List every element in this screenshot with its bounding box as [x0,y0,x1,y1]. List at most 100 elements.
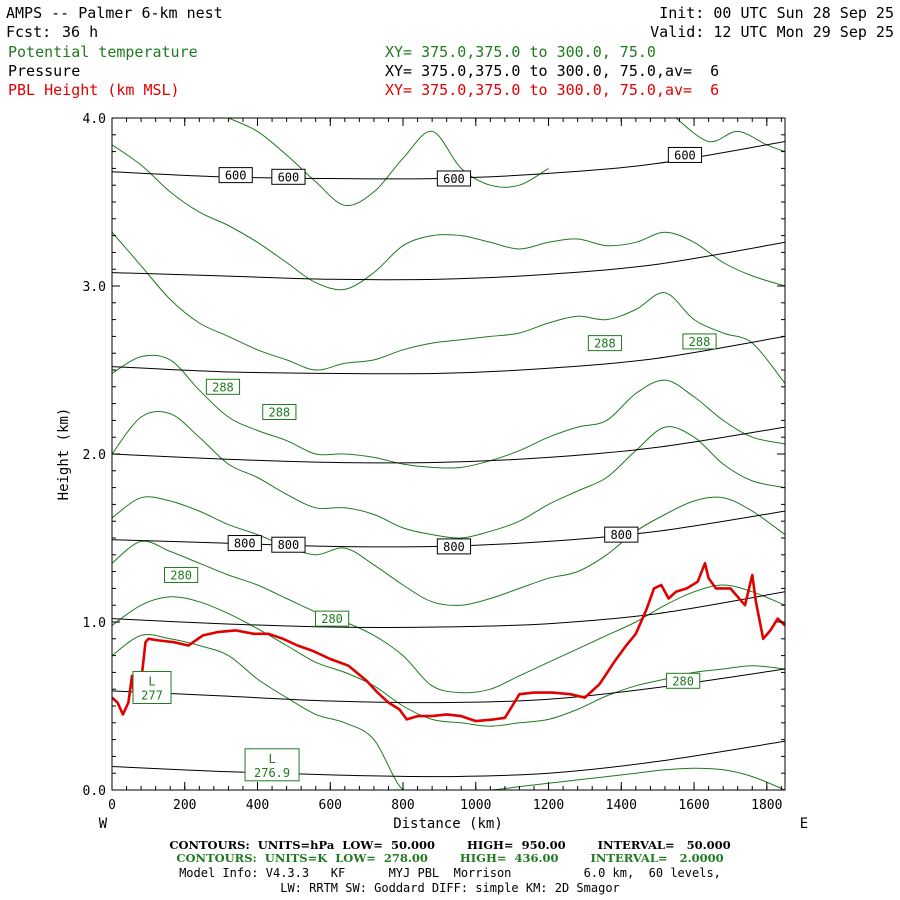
theta-label-6-box [666,672,701,689]
x-tick-label: 0 [108,798,116,813]
pressure-label-5-text: 800 [278,538,300,552]
y-tick-label: 4.0 [83,112,106,127]
x-tick-label: 1800 [751,798,782,813]
pressure-label-1-box [271,168,306,185]
model-physics-info: LW: RRTM SW: Goddard DIFF: simple KM: 2D… [280,881,620,895]
theta-contour-line-2 [112,540,785,694]
pbl-height-series [112,561,785,723]
pressure-label-2-text: 600 [443,172,465,186]
contour-labels: 600 600 600 600 800 800 800 800 288 288 288 288 280 2… [132,146,717,782]
pressure-label-5-box [271,536,306,553]
theta-contours [112,118,785,790]
theta-label-2-box [587,335,623,352]
y-tick-label: 0.0 [83,784,106,799]
theta-label-1-box [262,404,297,420]
contour-info-theta: CONTOURS: UNITS=K LOW= 278.00 HIGH= 436.… [176,851,724,865]
pressure-label-3-box [667,146,703,163]
x-tick-label: 600 [319,798,342,813]
pressure-label-1: 600 [271,168,306,185]
theta-label-6: 280 [666,672,701,689]
theta-label-2-text: 288 [594,337,616,351]
field-theta-name: Potential temperature [8,43,198,61]
pressure-label-6-box [436,538,472,555]
theta-contour-line-0 [112,634,785,790]
theta-label-4-text: 280 [170,568,192,582]
low-marker-box-0 [132,671,172,705]
field-theta-xy: XY= 375.0,375.0 to 300.0, 75.0 [385,43,656,61]
low-marker-letter-0: L [148,675,155,689]
low-marker-letter-1: L [268,752,275,766]
theta-contour-line-3 [112,496,785,606]
x-tick-label: 800 [391,798,414,813]
pressure-label-7-box [604,526,639,543]
pressure-label-7: 800 [604,526,639,543]
pressure-label-4: 800 [227,535,262,552]
theta-contour-line-9 [675,118,785,153]
title: AMPS -- Palmer 6-km nest [6,4,223,22]
field-pbl-xy: XY= 375.0,375.0 to 300.0, 75.0,av= 6 [385,81,720,99]
theta-contour-line-1 [112,596,785,727]
pressure-label-0: 600 [218,167,253,184]
theta-label-1-text: 288 [268,406,290,420]
valid-time: Valid: 12 UTC Mon 29 Sep 25 [650,23,894,41]
pressure-contour-line-0 [112,740,785,778]
theta-label-2: 288 [587,335,623,352]
pressure-contour-line-5 [112,335,785,375]
x-tick-label: 1400 [606,798,637,813]
pressure-label-0-text: 600 [225,169,247,183]
contour-info-pressure: CONTOURS: UNITS=hPa LOW= 50.000 HIGH= 95… [169,838,731,852]
pressure-label-2-box [436,170,472,187]
theta-label-5-text: 280 [321,612,343,626]
pressure-contour-line-2 [112,591,785,628]
field-pressure-name: Pressure [8,62,81,80]
pressure-label-7-text: 800 [610,528,632,542]
x-tick-label: 200 [173,798,196,813]
y-tick-label: 2.0 [83,448,106,463]
x-tick-label: 400 [246,798,269,813]
low-marker-value-0: 277 [141,689,163,703]
theta-label-1: 288 [262,404,297,420]
y-axis-label: Height (km) [56,408,72,501]
theta-label-5: 280 [314,610,350,627]
theta-contour-line-5 [112,354,785,469]
forecast-label: Fcst: [6,23,52,41]
x-tick-label: 1200 [533,798,564,813]
x-tick-label: 1600 [678,798,709,813]
theta-contour-line-8 [228,118,549,207]
pressure-label-5: 800 [271,536,306,553]
pressure-label-2: 600 [436,170,472,187]
pbl-height-line [112,561,785,723]
y-tick-label: 3.0 [83,280,106,295]
theta-contour-line-4 [112,410,785,539]
y-tick-label: 1.0 [83,616,106,631]
pressure-label-6: 800 [436,538,472,555]
x-tick-label: 1000 [460,798,491,813]
init-time: Init: 00 UTC Sun 28 Sep 25 [659,4,894,22]
axes: 0 200 400 600 800 1000 1200 1400 1600 1800 0.0 1.0 2… [83,112,785,813]
theta-label-4: 280 [164,566,199,583]
pressure-label-0-box [218,167,253,184]
theta-label-0-box [205,378,241,395]
theta-contour-line-6 [112,231,785,384]
pressure-label-3: 600 [667,146,703,163]
theta-contour-line-7 [112,144,785,291]
pressure-label-3-text: 600 [674,148,696,162]
pressure-label-6-text: 800 [443,540,465,554]
east-end-label: E [800,816,808,832]
theta-label-6-text: 280 [672,674,694,688]
theta-label-0-text: 288 [212,380,234,394]
field-pbl-name: PBL Height (km MSL) [8,81,180,99]
pressure-contour-line-1 [112,668,785,704]
pressure-contour-line-6 [112,241,785,281]
x-axis-label: Distance (km) [393,816,503,832]
theta-label-5-box [314,610,350,627]
model-info: Model Info: V4.3.3 KF MYJ PBL Morrison 6… [179,866,721,880]
theta-label-3-box [682,333,717,350]
low-marker-value-1: 276.9 [254,766,290,780]
pressure-label-4-text: 800 [234,537,256,551]
theta-label-3-text: 288 [689,335,711,349]
field-pressure-xy: XY= 375.0,375.0 to 300.0, 75.0,av= 6 [385,62,720,80]
